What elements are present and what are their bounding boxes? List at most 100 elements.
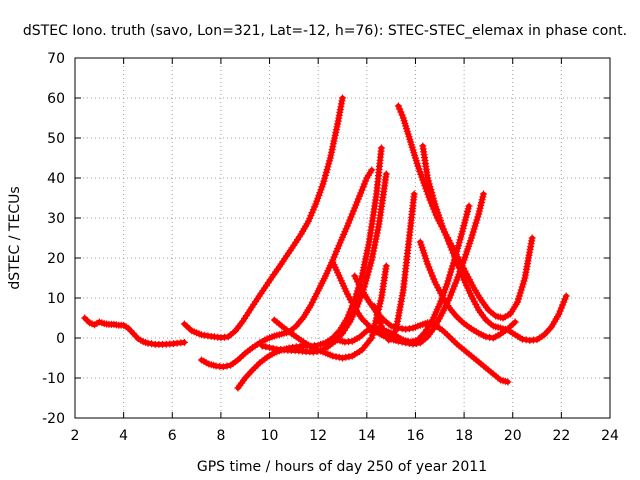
data-point <box>345 219 353 227</box>
data-point <box>343 222 351 230</box>
data-point <box>360 180 368 188</box>
data-point <box>339 354 346 362</box>
axis-ticks <box>74 57 611 419</box>
data-point <box>356 192 363 200</box>
data-point <box>429 272 436 280</box>
data-point <box>219 363 227 371</box>
data-point <box>382 170 390 178</box>
x-tick-label: 10 <box>261 428 279 444</box>
y-tick-label: -10 <box>42 371 65 387</box>
data-point <box>382 262 390 270</box>
y-tick-label: 20 <box>47 251 65 267</box>
data-point <box>335 353 343 361</box>
data-point <box>361 280 369 288</box>
data-point <box>471 222 479 230</box>
data-point <box>516 289 524 297</box>
data-point <box>258 342 266 350</box>
data-point <box>470 225 478 233</box>
data-point <box>459 273 467 281</box>
data-point <box>180 338 188 346</box>
data-point <box>448 265 456 273</box>
grid-lines <box>75 58 610 418</box>
data-series <box>419 142 570 344</box>
data-point <box>450 252 458 260</box>
data-point <box>362 177 370 185</box>
data-point <box>560 298 568 306</box>
y-axis-tick-labels: -20 -10 0 10 20 30 40 50 60 70 <box>42 51 65 427</box>
data-point <box>396 105 404 113</box>
data-point <box>469 228 477 236</box>
data-point <box>364 268 372 276</box>
data-point <box>427 269 435 277</box>
data-point <box>359 183 367 191</box>
chart-title: dSTEC Iono. truth (savo, Lon=321, Lat=-1… <box>23 23 627 39</box>
data-point <box>352 293 360 301</box>
data-point <box>364 271 372 279</box>
data-point <box>377 144 385 152</box>
data-point <box>426 266 434 274</box>
data-point <box>410 190 418 198</box>
x-tick-label: 12 <box>309 428 327 444</box>
data-point <box>366 262 374 270</box>
data-point <box>467 234 475 242</box>
data-point <box>441 228 449 236</box>
y-tick-label: 10 <box>47 291 65 307</box>
data-point <box>346 216 354 224</box>
data-point <box>354 195 362 203</box>
plot-area <box>81 94 570 392</box>
data-point <box>562 292 570 300</box>
x-tick-label: 22 <box>552 428 570 444</box>
data-point <box>358 186 366 194</box>
data-point <box>447 243 455 251</box>
data-point <box>329 352 337 360</box>
data-point <box>444 237 452 245</box>
data-point <box>455 264 463 272</box>
data-point <box>424 260 432 268</box>
data-point <box>339 94 346 102</box>
data-point <box>514 298 522 306</box>
data-point <box>445 274 453 282</box>
data-point <box>458 270 466 278</box>
data-series <box>416 238 519 342</box>
y-tick-label: -20 <box>42 411 65 427</box>
x-tick-label: 14 <box>358 428 376 444</box>
x-tick-label: 18 <box>455 428 473 444</box>
y-tick-label: 60 <box>47 91 65 107</box>
data-series <box>81 314 188 348</box>
data-series <box>180 94 346 342</box>
data-point <box>363 274 371 282</box>
data-point <box>444 277 452 285</box>
data-point <box>452 279 460 287</box>
y-tick-label: 0 <box>56 331 65 347</box>
data-point <box>555 310 563 318</box>
data-point <box>398 111 406 119</box>
data-point <box>357 189 365 197</box>
x-tick-label: 8 <box>216 428 225 444</box>
data-point <box>443 234 451 242</box>
data-point <box>397 108 405 116</box>
data-point <box>473 216 481 224</box>
data-point <box>367 259 375 267</box>
data-point <box>347 213 355 221</box>
data-point <box>394 102 402 110</box>
data-point <box>449 262 456 270</box>
data-point <box>425 263 433 271</box>
data-point <box>449 285 457 293</box>
data-point <box>518 283 526 291</box>
data-point <box>269 344 277 352</box>
data-point <box>345 353 353 361</box>
x-tick-label: 4 <box>119 428 128 444</box>
data-point <box>561 295 569 303</box>
x-tick-label: 6 <box>168 428 177 444</box>
y-tick-label: 50 <box>47 131 65 147</box>
data-point <box>520 277 528 285</box>
y-tick-label: 40 <box>47 171 65 187</box>
data-point <box>511 318 519 326</box>
plot-frame <box>74 57 611 419</box>
x-tick-label: 2 <box>71 428 80 444</box>
data-point <box>349 207 357 215</box>
data-point <box>438 222 446 230</box>
x-tick-label: 16 <box>407 428 425 444</box>
data-point <box>447 268 455 276</box>
